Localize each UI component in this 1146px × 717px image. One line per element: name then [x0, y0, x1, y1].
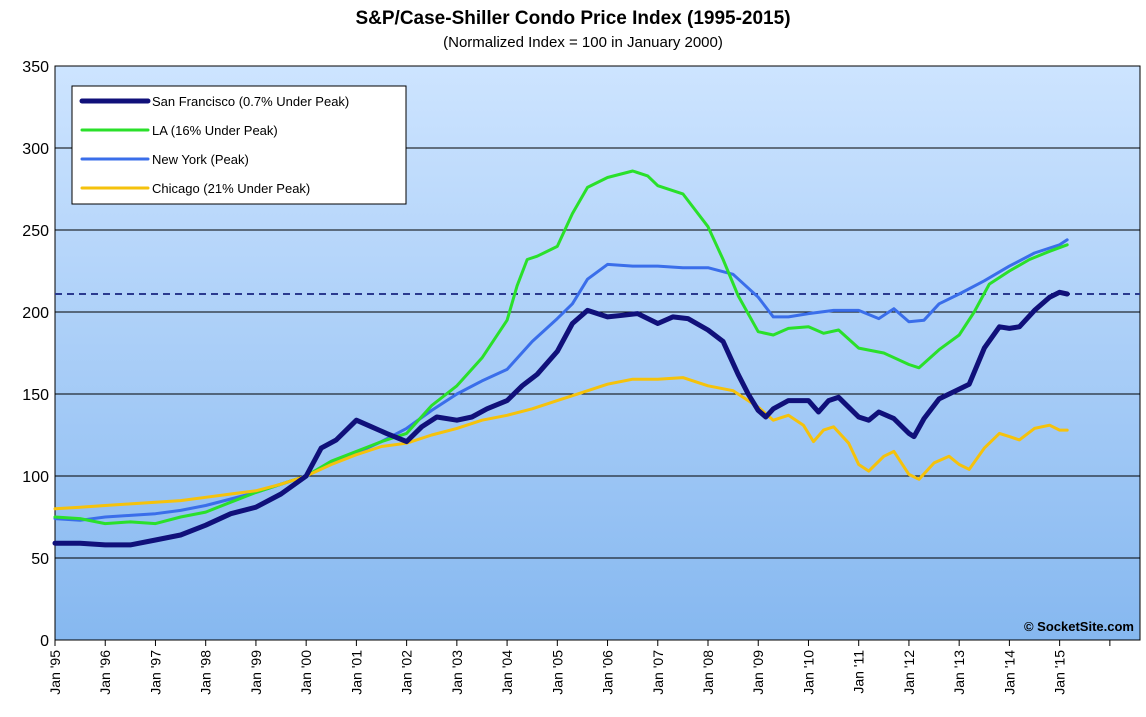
x-tick-label: Jan '09: [750, 650, 766, 695]
series-line-0: [52, 289, 1070, 548]
y-tick-label: 50: [31, 551, 49, 568]
x-tick-label: Jan '03: [449, 650, 465, 695]
x-tick-label: Jan '99: [248, 650, 264, 695]
x-tick-label: Jan '95: [47, 650, 63, 695]
x-tick-label: Jan '12: [901, 650, 917, 695]
y-tick-label: 250: [22, 223, 49, 240]
y-tick-label: 350: [22, 59, 49, 76]
y-tick-label: 200: [22, 305, 49, 322]
x-tick-label: Jan '01: [348, 650, 364, 695]
x-tick-label: Jan '07: [650, 650, 666, 695]
legend-label: Chicago (21% Under Peak): [152, 181, 310, 196]
x-tick-label: Jan '96: [97, 650, 113, 695]
x-tick-label: Jan '14: [1001, 650, 1017, 695]
x-tick-label: Jan '11: [851, 650, 867, 694]
x-tick-label: Jan '05: [549, 650, 565, 695]
y-tick-label: 100: [22, 469, 49, 486]
x-tick-label: Jan '10: [800, 650, 816, 695]
x-tick-label: Jan '00: [298, 650, 314, 695]
y-tick-label: 0: [40, 633, 49, 650]
legend-label: LA (16% Under Peak): [152, 123, 278, 138]
x-tick-label: Jan '04: [499, 650, 515, 695]
y-tick-label: 150: [22, 387, 49, 404]
x-tick-label: Jan '15: [1052, 650, 1068, 695]
chart-title: S&P/Case-Shiller Condo Price Index (1995…: [355, 8, 790, 29]
x-tick-label: Jan '02: [399, 650, 415, 695]
legend-label: San Francisco (0.7% Under Peak): [152, 94, 349, 109]
legend-items: San Francisco (0.7% Under Peak) LA (16% U…: [79, 94, 349, 196]
x-tick-label: Jan '98: [198, 650, 214, 695]
x-tick-label: Jan '08: [700, 650, 716, 695]
grid-lines: [55, 147, 1140, 559]
legend-box: [71, 85, 407, 205]
x-tick-label: Jan '13: [951, 650, 967, 695]
series-lines: [52, 169, 1070, 548]
series-line-3: [53, 376, 1069, 511]
x-axis: Jan '95 Jan '96 Jan '97 Jan '98 Jan '99 Jan '…: [47, 640, 1111, 695]
legend-label: New York (Peak): [152, 152, 249, 167]
y-axis: 0 50 100 150 200 250 300 350: [22, 59, 49, 650]
x-tick-label: Jan '97: [147, 650, 163, 695]
legend: San Francisco (0.7% Under Peak) LA (16% U…: [71, 85, 407, 205]
y-tick-label: 300: [22, 141, 49, 158]
watermark: © SocketSite.com: [1024, 619, 1134, 634]
x-tick-label: Jan '06: [600, 650, 616, 695]
chart-subtitle: (Normalized Index = 100 in January 2000): [443, 34, 723, 51]
